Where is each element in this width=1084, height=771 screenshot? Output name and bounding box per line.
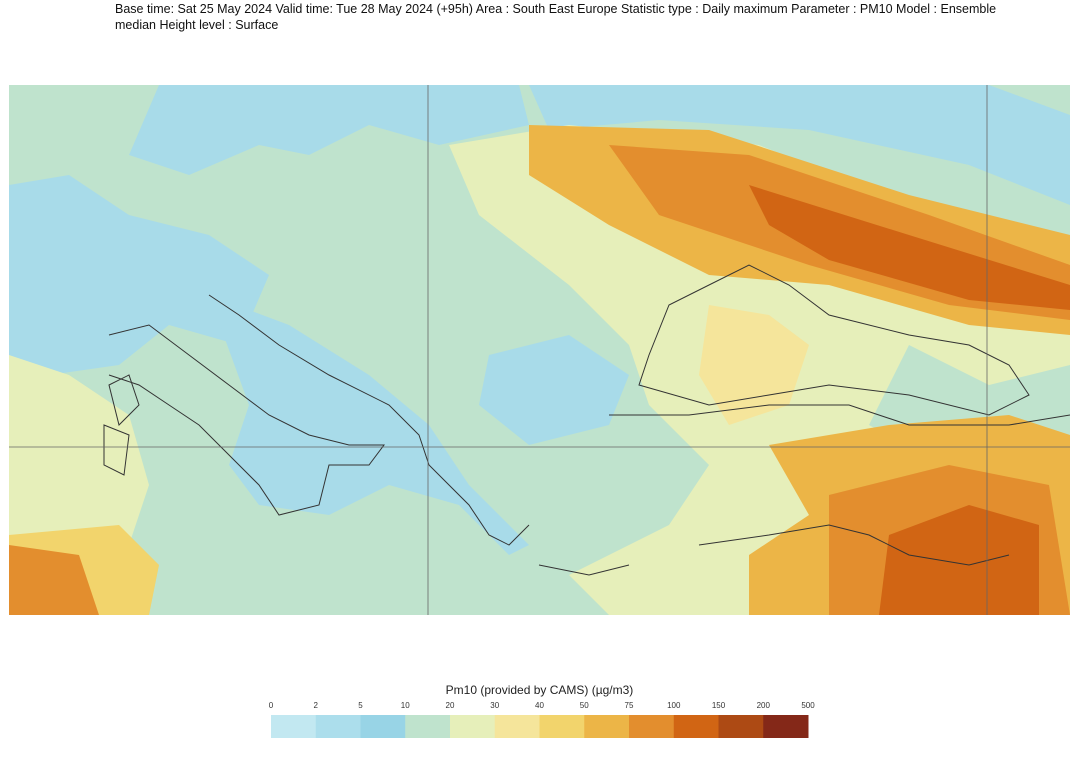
high-area: [9, 545, 99, 615]
legend-tick-label: 30: [490, 701, 499, 710]
legend-tick-label: 75: [625, 701, 634, 710]
legend-swatch: [405, 715, 451, 738]
legend-swatch: [539, 715, 585, 738]
legend-tick-label: 5: [358, 701, 363, 710]
legend-tick-label: 200: [757, 701, 771, 710]
legend-tick-label: 0: [269, 701, 274, 710]
header-line: median Height level : Surface: [115, 18, 279, 32]
legend-swatch: [360, 715, 406, 738]
legend-tick-label: 2: [314, 701, 319, 710]
legend-tick-label: 10: [401, 701, 410, 710]
high-area: [879, 505, 1039, 615]
low-area: [479, 335, 629, 445]
legend-swatch: [494, 715, 540, 738]
legend-tick-label: 20: [446, 701, 455, 710]
legend-swatch: [584, 715, 630, 738]
legend-swatch: [763, 715, 809, 738]
high-area: [749, 185, 1070, 310]
legend-swatch: [450, 715, 496, 738]
low-area: [9, 175, 269, 375]
low-area: [209, 295, 529, 555]
low-area: [529, 85, 1070, 205]
legend-swatch: [673, 715, 719, 738]
legend-tick-label: 150: [712, 701, 726, 710]
map: [9, 85, 1070, 615]
low-area: [129, 85, 529, 175]
coastlines: [103, 264, 1070, 576]
graticule: [9, 85, 1070, 615]
legend-tick-label: 40: [535, 701, 544, 710]
legend-swatch: [629, 715, 675, 738]
legend-swatch: [718, 715, 764, 738]
legend-tick-label: 500: [801, 701, 815, 710]
legend-title: Pm10 (provided by CAMS) (µg/m3): [445, 683, 634, 697]
legend-swatch: [315, 715, 361, 738]
legend-tick-label: 50: [580, 701, 589, 710]
legend-swatch: [271, 715, 317, 738]
legend-tick-label: 100: [667, 701, 681, 710]
mid-area: [699, 305, 809, 425]
legend: 0 2 5 10 20 30 40 50 75 100 150 200 500: [269, 701, 815, 738]
header-line: Base time: Sat 25 May 2024 Valid time: T…: [115, 2, 997, 16]
